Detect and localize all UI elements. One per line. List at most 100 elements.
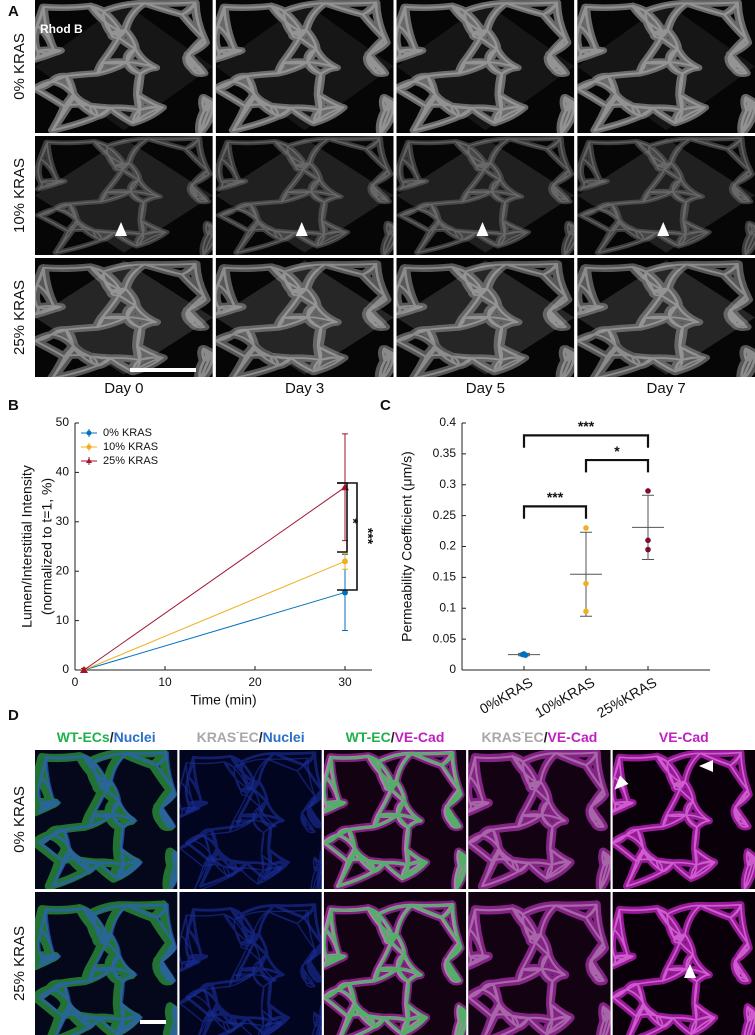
- y-tick-label: 0.3: [439, 477, 456, 491]
- micrograph: [468, 892, 611, 1035]
- micrograph: [323, 892, 467, 1035]
- x-tick-label: 25%KRAS: [594, 674, 659, 721]
- arrowhead: [115, 222, 127, 236]
- micrograph: [35, 136, 213, 255]
- data-point: [583, 608, 589, 615]
- x-tick-label: 30: [338, 675, 352, 689]
- column-label: Day 0: [104, 380, 143, 397]
- micrograph: [468, 750, 611, 889]
- row-label: 10% KRAS: [11, 158, 28, 233]
- legend-label: 10% KRAS: [103, 441, 158, 453]
- significance-bracket: [337, 482, 358, 591]
- y-axis-label: Lumen/Interstitial Intensity: [19, 465, 35, 628]
- data-marker: [80, 666, 88, 673]
- micrograph: [577, 136, 755, 255]
- micrograph: [577, 258, 755, 377]
- arrowhead: [684, 964, 696, 978]
- header-part: WT-EC: [346, 729, 391, 745]
- column-header: VE-Cad: [659, 729, 709, 745]
- arrowhead: [699, 760, 713, 772]
- micrograph: [179, 750, 322, 889]
- panel-label: C: [380, 397, 391, 414]
- significance-bracket: [522, 434, 650, 448]
- header-part: Nuclei: [114, 729, 156, 745]
- header-part: Nuclei: [263, 729, 305, 745]
- y-tick-label: 10: [56, 613, 70, 627]
- arrowhead: [614, 775, 629, 790]
- y-tick-label: 0: [449, 662, 456, 676]
- micrograph: [215, 136, 394, 255]
- panel-label: D: [8, 707, 19, 724]
- header-part: /: [110, 729, 114, 745]
- micrograph: [35, 750, 178, 889]
- header-part: -: [236, 727, 239, 737]
- y-tick-label: 0.2: [439, 539, 456, 553]
- column-header: KRAS-EC/VE-Cad: [481, 727, 597, 744]
- header-part: /: [259, 729, 263, 745]
- legend-label: 25% KRAS: [103, 455, 158, 467]
- legend-marker: [86, 458, 92, 463]
- significance-label: ***: [547, 489, 564, 505]
- y-tick-label: 0.25: [433, 508, 457, 522]
- significance-bracket: [522, 505, 588, 519]
- micrograph: [323, 750, 467, 889]
- header-part: -: [521, 727, 524, 737]
- data-point: [645, 546, 651, 553]
- y-tick-label: 20: [56, 563, 70, 577]
- micrograph: [35, 892, 178, 1035]
- panel-label: B: [8, 397, 19, 414]
- row-label: 25% KRAS: [11, 280, 28, 355]
- column-header: WT-ECs/Nuclei: [57, 729, 156, 745]
- header-part: EC: [239, 729, 258, 745]
- micrograph: [35, 0, 213, 133]
- micrograph: [396, 258, 575, 377]
- header-part: /: [391, 729, 395, 745]
- data-marker: [342, 558, 348, 565]
- micrograph: [577, 0, 755, 133]
- header-part: EC: [524, 729, 543, 745]
- micrograph: [215, 258, 394, 377]
- column-header: WT-EC/VE-Cad: [346, 729, 445, 745]
- header-part: KRAS: [481, 729, 521, 745]
- significance-bracket: [584, 458, 650, 473]
- y-tick-label: 0.15: [433, 570, 457, 584]
- header-part: VE-Cad: [548, 729, 598, 745]
- row-label: 25% KRAS: [11, 926, 28, 1001]
- column-label: Day 3: [285, 380, 324, 397]
- micrograph: [35, 258, 213, 377]
- micrograph: [612, 750, 755, 889]
- header-part: VE-Cad: [659, 729, 709, 745]
- micrograph: [612, 892, 755, 1035]
- y-tick-label: 0.4: [439, 415, 456, 429]
- micrograph: [396, 0, 575, 133]
- y-tick-label: 40: [56, 465, 70, 479]
- arrowhead: [657, 222, 670, 236]
- x-axis-label: Time (min): [190, 692, 256, 708]
- micrograph: [396, 136, 575, 255]
- y-axis-label: Permeability Coefficient (μm/s): [399, 451, 415, 642]
- data-point: [583, 525, 589, 531]
- legend-marker: [86, 444, 92, 450]
- x-tick-label: 0: [72, 675, 79, 689]
- x-tick-label: 10%KRAS: [532, 674, 597, 721]
- micrograph: [179, 892, 322, 1035]
- significance-label: *: [614, 443, 620, 459]
- row-label: 0% KRAS: [11, 786, 28, 853]
- y-tick-label: 0.1: [439, 600, 456, 614]
- y-tick-label: 0.35: [433, 446, 457, 460]
- legend-label: 0% KRAS: [103, 427, 152, 439]
- arrowhead: [295, 222, 308, 236]
- header-part: KRAS: [197, 729, 237, 745]
- header-part: /: [544, 729, 548, 745]
- data-marker: [342, 589, 348, 596]
- data-line: [83, 560, 346, 671]
- y-tick-label: 50: [56, 415, 70, 429]
- data-line: [83, 591, 346, 671]
- row-label: 0% KRAS: [11, 33, 28, 100]
- y-tick-label: 0: [62, 662, 69, 676]
- y-axis-label: (normalized to t=1, %): [39, 478, 55, 615]
- x-tick-label: 20: [248, 675, 262, 689]
- y-tick-label: 30: [56, 514, 70, 528]
- data-point: [583, 580, 589, 587]
